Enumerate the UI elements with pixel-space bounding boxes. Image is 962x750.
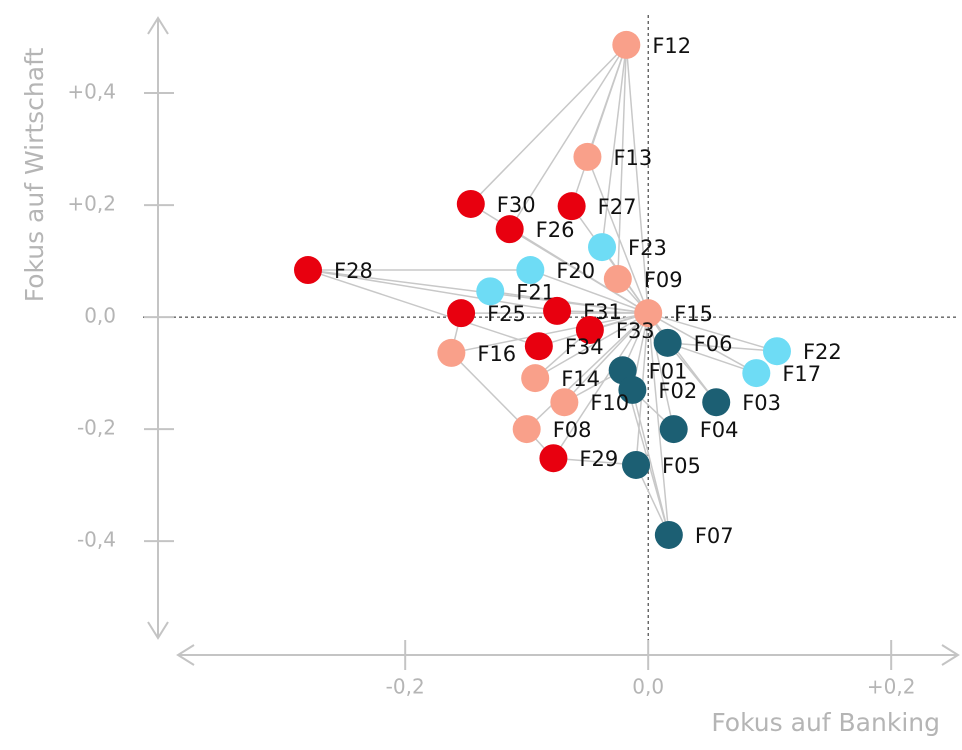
- x-axis-label: Fokus auf Banking: [711, 708, 940, 737]
- point: [654, 520, 683, 549]
- point: [543, 296, 572, 325]
- point: [495, 215, 524, 244]
- point: [618, 375, 647, 404]
- point-label: F05: [662, 454, 701, 478]
- point: [573, 142, 602, 171]
- point: [702, 388, 731, 417]
- edge: [450, 352, 528, 430]
- point: [653, 328, 682, 357]
- point: [550, 388, 579, 417]
- edge: [509, 44, 627, 230]
- point: [524, 332, 553, 361]
- edge: [534, 312, 649, 379]
- point-label: F02: [658, 379, 697, 403]
- point-label: F13: [613, 146, 652, 170]
- edge: [307, 269, 558, 312]
- y-tick-label: +0,4: [67, 80, 116, 104]
- point-label: F06: [694, 332, 733, 356]
- edge: [647, 312, 675, 430]
- edge: [625, 44, 649, 314]
- point-label: F12: [652, 34, 691, 58]
- point-label: F01: [649, 359, 688, 383]
- edge: [647, 312, 757, 374]
- point-label: F14: [561, 367, 600, 391]
- edge: [586, 156, 649, 314]
- point-label: F15: [674, 302, 713, 326]
- edge: [601, 44, 628, 248]
- point-label: F09: [644, 268, 683, 292]
- y-tick-label: -0,2: [77, 416, 116, 440]
- edge: [647, 312, 778, 352]
- point: [622, 450, 651, 479]
- x-tick-label: +0,2: [867, 675, 916, 699]
- point-label: F23: [628, 236, 667, 260]
- point-label: F03: [742, 391, 781, 415]
- x-arrow-right: [941, 644, 960, 666]
- point: [742, 359, 771, 388]
- y-tick-label: -0,4: [77, 528, 116, 552]
- point: [575, 315, 604, 344]
- edge: [451, 312, 649, 354]
- point: [634, 299, 663, 328]
- point-label: F16: [477, 342, 516, 366]
- point: [612, 30, 641, 59]
- point: [557, 192, 586, 221]
- y-arrow-bottom: [147, 621, 169, 640]
- point: [476, 277, 505, 306]
- axes: [147, 16, 960, 666]
- point-label: F28: [334, 259, 373, 283]
- point-label: F26: [536, 218, 575, 242]
- edge: [647, 313, 670, 536]
- point: [447, 299, 476, 328]
- point-label: F30: [497, 193, 536, 217]
- point-label: F08: [553, 418, 592, 442]
- point-label: F25: [487, 302, 526, 326]
- point-label: F34: [565, 335, 604, 359]
- point: [516, 256, 545, 285]
- point: [437, 338, 466, 367]
- edge: [570, 44, 628, 207]
- point-label: F20: [556, 259, 595, 283]
- edge: [470, 44, 627, 205]
- y-axis-label: Fokus auf Wirtschaft: [20, 48, 49, 303]
- edge: [563, 312, 649, 403]
- point: [539, 444, 568, 473]
- edge: [667, 342, 757, 374]
- edges: [143, 15, 958, 640]
- y-tick-label: 0,0: [84, 304, 116, 328]
- y-arrow-top: [147, 16, 169, 35]
- point: [588, 233, 617, 262]
- edge: [667, 342, 778, 352]
- point: [456, 189, 485, 218]
- x-tick-label: 0,0: [632, 675, 664, 699]
- y-tick-label: +0,2: [67, 192, 116, 216]
- edge: [631, 389, 670, 536]
- edge: [490, 290, 649, 314]
- edge: [530, 269, 649, 314]
- point: [294, 256, 322, 285]
- point-label: F33: [616, 319, 655, 343]
- point-label: F10: [590, 391, 629, 415]
- point: [762, 337, 791, 366]
- point: [521, 364, 550, 393]
- edge: [526, 312, 649, 430]
- x-tick-label: -0,2: [386, 675, 425, 699]
- point-label: F22: [803, 340, 842, 364]
- point-label: F17: [782, 362, 821, 386]
- point: [603, 264, 632, 293]
- point-label: F07: [695, 524, 734, 548]
- point-label: F04: [700, 418, 739, 442]
- edge: [307, 269, 540, 347]
- point: [659, 415, 688, 444]
- point: [512, 415, 541, 444]
- point-label: F29: [579, 447, 618, 471]
- point-label: F27: [598, 195, 637, 219]
- edge: [552, 312, 649, 459]
- x-arrow-left: [176, 644, 195, 666]
- edge: [509, 228, 649, 314]
